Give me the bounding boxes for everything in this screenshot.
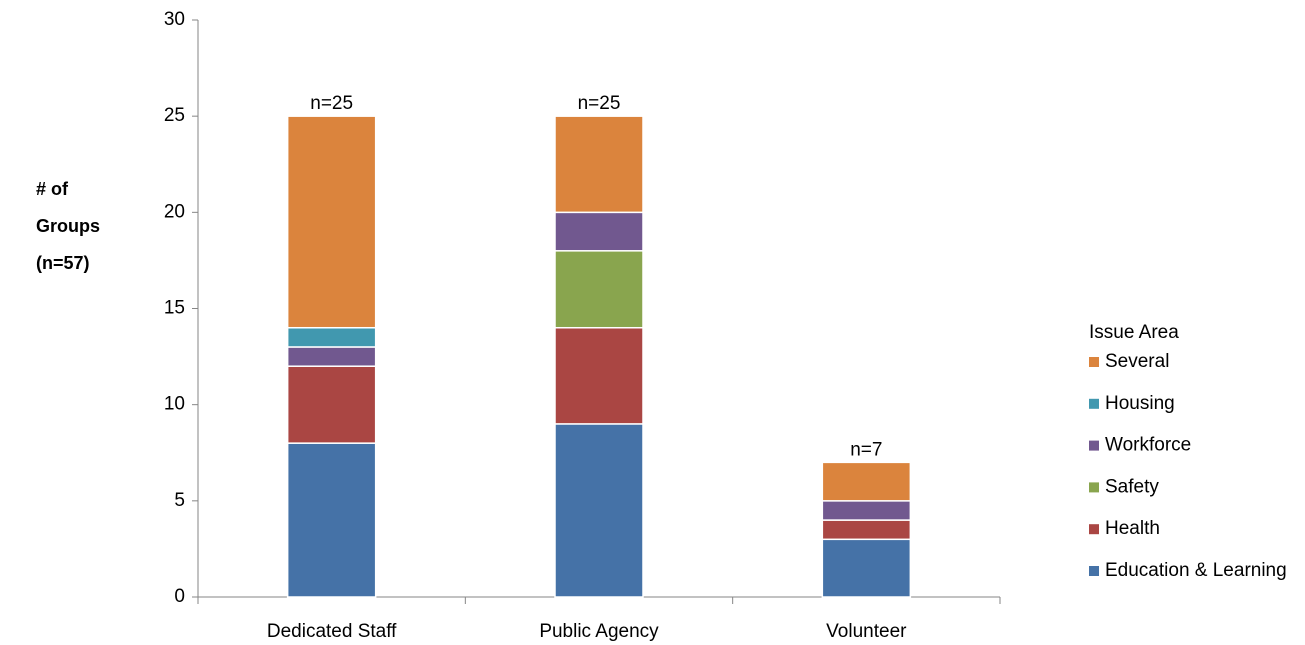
- bar-segment: [286, 115, 377, 329]
- bar-segment: [286, 346, 377, 367]
- bar-segment: [821, 500, 912, 521]
- legend-label: Workforce: [1105, 435, 1191, 456]
- y-axis-label: Groups: [36, 216, 100, 236]
- bar-segment: [286, 326, 377, 348]
- y-tick-label: 30: [164, 9, 185, 30]
- legend-swatch: [1089, 398, 1099, 409]
- total-label: n=25: [310, 93, 353, 114]
- bar-segment: [821, 538, 912, 598]
- legend-swatch: [1089, 524, 1099, 535]
- y-tick-label: 10: [164, 394, 185, 415]
- legend-swatch: [1089, 482, 1099, 493]
- x-tick-label: Public Agency: [539, 621, 659, 642]
- bar-segment: [286, 442, 377, 598]
- y-tick-label: 5: [174, 490, 185, 511]
- bar-segment: [554, 211, 644, 252]
- bar-segment: [554, 115, 644, 214]
- legend-label: Safety: [1105, 476, 1159, 497]
- x-tick-label: Dedicated Staff: [267, 621, 397, 642]
- bar-segment: [554, 250, 644, 329]
- bar-segment: [554, 326, 644, 425]
- bar-segment: [286, 365, 377, 444]
- y-tick-label: 15: [164, 298, 185, 319]
- y-tick-label: 0: [174, 586, 185, 607]
- bar-segment: [821, 519, 912, 541]
- legend-swatch: [1089, 566, 1099, 576]
- total-label: n=25: [578, 93, 621, 114]
- bar-segment: [554, 423, 644, 598]
- legend-label: Education & Learning: [1105, 560, 1287, 581]
- legend-label: Several: [1105, 351, 1169, 372]
- y-axis-label: (n=57): [36, 253, 90, 273]
- legend-label: Health: [1105, 518, 1160, 539]
- legend-swatch: [1089, 440, 1099, 451]
- legend-label: Housing: [1105, 393, 1175, 414]
- total-label: n=7: [850, 439, 882, 460]
- legend-title: Issue Area: [1089, 322, 1179, 343]
- legend-swatch: [1089, 357, 1099, 367]
- y-axis-label: # of: [36, 179, 69, 199]
- x-tick-label: Volunteer: [826, 621, 907, 642]
- bar-segment: [821, 461, 912, 502]
- y-tick-label: 20: [164, 201, 185, 222]
- y-tick-label: 25: [164, 105, 185, 126]
